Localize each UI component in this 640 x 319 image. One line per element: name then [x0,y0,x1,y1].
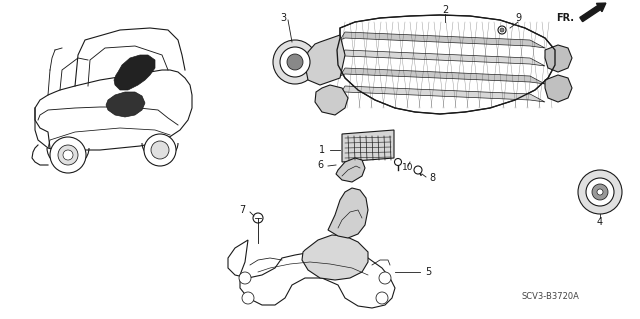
Circle shape [50,137,86,173]
Circle shape [239,272,251,284]
Circle shape [280,47,310,77]
Polygon shape [336,158,365,182]
Polygon shape [35,70,192,150]
Circle shape [144,134,176,166]
Text: 9: 9 [515,13,521,23]
Polygon shape [106,92,145,117]
Polygon shape [302,235,368,280]
Text: SCV3-B3720A: SCV3-B3720A [522,292,579,301]
Circle shape [58,145,78,165]
FancyArrow shape [580,3,606,22]
Polygon shape [315,44,345,70]
Circle shape [253,213,263,223]
Polygon shape [340,32,545,48]
Circle shape [273,40,317,84]
Text: 10: 10 [403,164,413,173]
Text: 5: 5 [425,267,431,277]
Circle shape [376,292,388,304]
Text: 4: 4 [597,217,603,227]
Polygon shape [328,188,368,238]
Circle shape [287,54,303,70]
Circle shape [414,166,422,174]
Circle shape [379,272,391,284]
Circle shape [597,189,603,195]
Polygon shape [228,240,395,308]
Circle shape [578,170,622,214]
Text: 1: 1 [319,145,325,155]
Text: 6: 6 [317,160,323,170]
Polygon shape [545,45,572,72]
Circle shape [500,28,504,32]
Circle shape [394,159,401,166]
Text: 2: 2 [442,5,448,15]
Polygon shape [340,50,545,66]
Polygon shape [305,35,345,85]
Circle shape [586,178,614,206]
Polygon shape [545,75,572,102]
Text: 3: 3 [280,13,286,23]
Polygon shape [342,130,394,162]
Circle shape [498,26,506,34]
Text: 8: 8 [429,173,435,183]
Circle shape [242,292,254,304]
Circle shape [592,184,608,200]
Polygon shape [340,86,545,102]
Polygon shape [340,68,545,84]
Text: FR.: FR. [556,12,574,23]
Polygon shape [114,55,155,90]
Circle shape [151,141,169,159]
Polygon shape [315,85,348,115]
Text: 7: 7 [239,205,245,215]
Circle shape [63,150,73,160]
Polygon shape [337,15,555,114]
